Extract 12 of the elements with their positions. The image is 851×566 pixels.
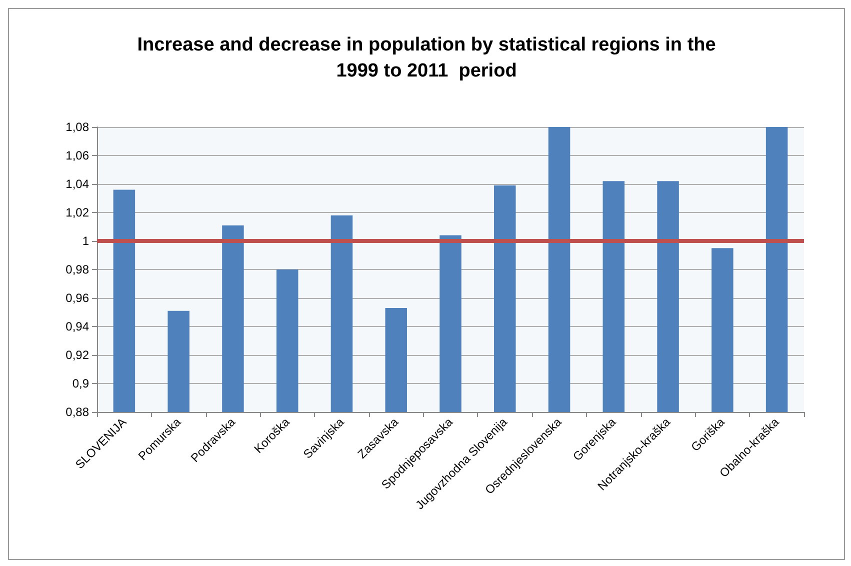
y-tick-label: 0,96 (66, 291, 90, 305)
y-tick-label: 0,88 (66, 405, 90, 419)
y-tick-label: 0,98 (66, 262, 90, 276)
chart-title: Increase and decrease in population by statistical regions in the 1999 to 2011 period (137, 34, 716, 82)
y-tick-label: 1,06 (66, 148, 90, 162)
y-tick-label: 1,04 (66, 177, 90, 191)
y-tick-label: 1,02 (66, 206, 90, 220)
y-tick-label: 1 (82, 234, 90, 248)
y-tick-label: 0,9 (72, 376, 90, 390)
y-tick-label: 0,94 (66, 320, 90, 334)
y-tick-label: 0,92 (66, 348, 90, 362)
y-tick-label: 1,08 (66, 120, 90, 134)
